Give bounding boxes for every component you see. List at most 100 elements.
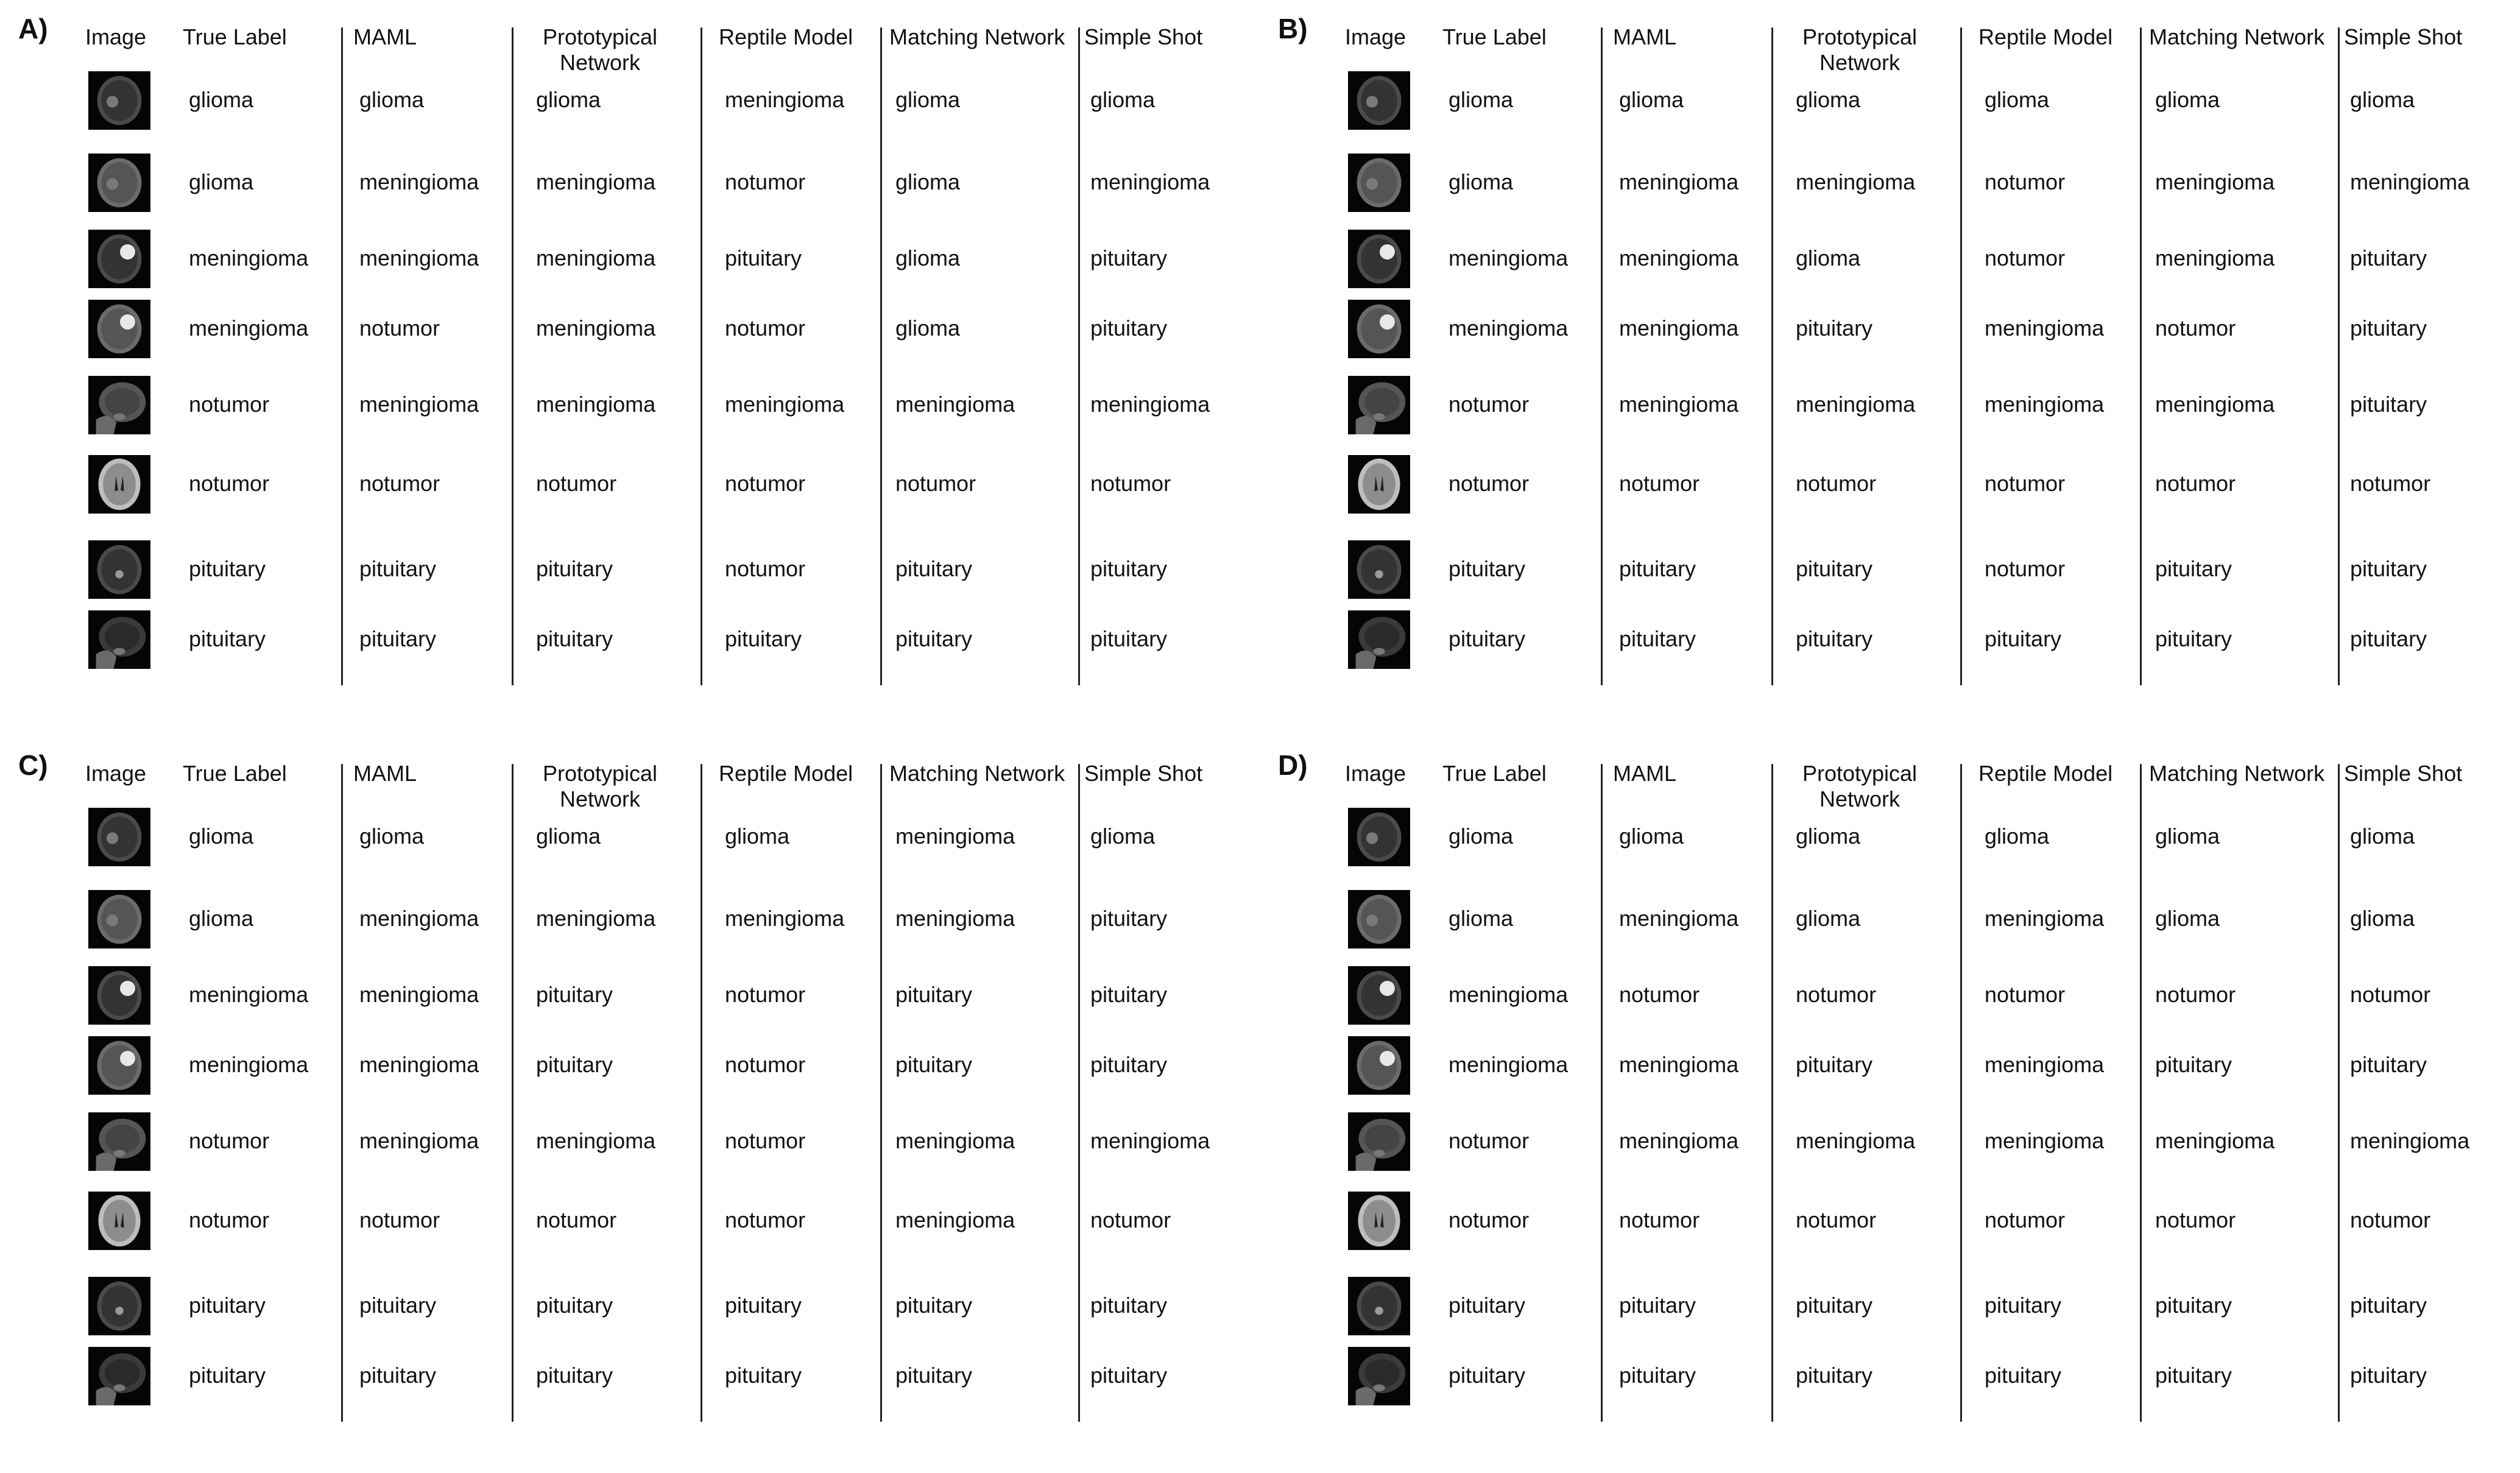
cell-simple-shot: glioma [2350,87,2415,112]
cell-matching-network: notumor [2155,471,2236,496]
column-divider [1078,764,1080,1422]
cell-maml: meningioma [1619,392,1739,417]
header-prototypical-network: Prototypical Network [542,24,658,75]
cell-simple-shot: pituitary [2350,316,2427,341]
column-divider [701,27,702,685]
column-divider [1601,27,1603,685]
cell-maml: pituitary [1619,1363,1696,1388]
cell-maml: pituitary [1619,556,1696,581]
cell-reptile-model: notumor [1985,169,2066,194]
column-divider [1771,27,1773,685]
mri-image [1348,376,1410,434]
header-image: Image [85,761,147,786]
cell-reptile-model: notumor [1985,982,2066,1007]
cell-prototypical-network: meningioma [1796,1128,1916,1153]
column-divider [512,27,514,685]
cell-reptile-model: glioma [725,824,790,849]
header-image: Image [1345,24,1406,49]
header-simple-shot: Simple Shot [1084,761,1203,786]
cell-reptile-model: glioma [1985,87,2050,112]
header-matching-network: Matching Network [2149,24,2325,49]
column-divider [2338,27,2340,685]
cell-maml: pituitary [359,626,437,651]
mri-image [1348,71,1410,130]
cell-matching-network: meningioma [895,392,1015,417]
cell-simple-shot: glioma [2350,906,2415,931]
cell-simple-shot: pituitary [2350,626,2427,651]
panel-b: B) Image True Label MAML Prototypical Networ… [1260,0,2519,736]
cell-true-label: notumor [189,1128,270,1153]
mri-image [1348,540,1410,599]
cell-reptile-model: notumor [725,471,806,496]
column-divider [880,27,882,685]
cell-true-label: pituitary [189,556,266,581]
cell-maml: notumor [359,471,440,496]
cell-matching-network: meningioma [2155,1128,2275,1153]
cell-simple-shot: pituitary [1090,556,1168,581]
cell-matching-network: notumor [2155,982,2236,1007]
mri-image [88,890,150,948]
cell-matching-network: glioma [2155,87,2220,112]
cell-reptile-model: glioma [1985,824,2050,849]
cell-matching-network: glioma [2155,824,2220,849]
cell-prototypical-network: pituitary [536,1293,613,1318]
cell-matching-network: meningioma [895,906,1015,931]
cell-true-label: meningioma [1449,982,1569,1007]
panel-d: D) Image True Label MAML Prototypical Networ… [1260,736,2519,1473]
cell-matching-network: pituitary [2155,1052,2232,1077]
cell-simple-shot: pituitary [2350,556,2427,581]
cell-simple-shot: notumor [2350,982,2431,1007]
header-maml: MAML [1613,24,1677,49]
cell-true-label: glioma [189,906,254,931]
cell-simple-shot: pituitary [2350,1363,2427,1388]
cell-matching-network: meningioma [895,1207,1015,1232]
cell-true-label: pituitary [1449,626,1526,651]
header-image: Image [85,24,147,49]
mri-image [88,808,150,866]
cell-simple-shot: meningioma [1090,392,1210,417]
cell-matching-network: pituitary [895,1293,973,1318]
cell-prototypical-network: meningioma [536,392,656,417]
cell-reptile-model: meningioma [725,392,845,417]
cell-true-label: pituitary [1449,1293,1526,1318]
cell-prototypical-network: meningioma [1796,169,1916,194]
cell-matching-network: pituitary [895,982,973,1007]
cell-true-label: meningioma [1449,316,1569,341]
mri-image [1348,966,1410,1025]
cell-simple-shot: pituitary [1090,982,1168,1007]
cell-matching-network: pituitary [895,1363,973,1388]
cell-simple-shot: pituitary [1090,1052,1168,1077]
mri-image [88,1192,150,1250]
cell-maml: meningioma [359,392,479,417]
cell-prototypical-network: pituitary [1796,1363,1873,1388]
mri-image [1348,1036,1410,1095]
cell-maml: meningioma [359,1052,479,1077]
header-true-label: True Label [183,761,287,786]
cell-maml: glioma [1619,87,1684,112]
cell-matching-network: glioma [895,169,961,194]
cell-true-label: glioma [189,824,254,849]
cell-maml: meningioma [1619,1052,1739,1077]
cell-prototypical-network: pituitary [1796,626,1873,651]
header-matching-network: Matching Network [2149,761,2325,786]
cell-true-label: pituitary [1449,556,1526,581]
cell-prototypical-network: notumor [536,1207,617,1232]
cell-prototypical-network: notumor [1796,1207,1877,1232]
cell-maml: meningioma [359,906,479,931]
cell-simple-shot: pituitary [2350,246,2427,270]
cell-true-label: meningioma [1449,246,1569,270]
cell-maml: glioma [1619,824,1684,849]
cell-reptile-model: notumor [725,316,806,341]
cell-true-label: notumor [189,471,270,496]
mri-image [1348,1192,1410,1250]
cell-maml: meningioma [359,1128,479,1153]
cell-maml: meningioma [1619,1128,1739,1153]
cell-simple-shot: pituitary [2350,392,2427,417]
cell-prototypical-network: glioma [1796,906,1861,931]
cell-maml: pituitary [359,1293,437,1318]
cell-true-label: glioma [189,87,254,112]
header-maml: MAML [1613,761,1677,786]
cell-simple-shot: pituitary [2350,1293,2427,1318]
cell-prototypical-network: meningioma [536,169,656,194]
header-prototypical-network: Prototypical Network [1802,761,1918,811]
